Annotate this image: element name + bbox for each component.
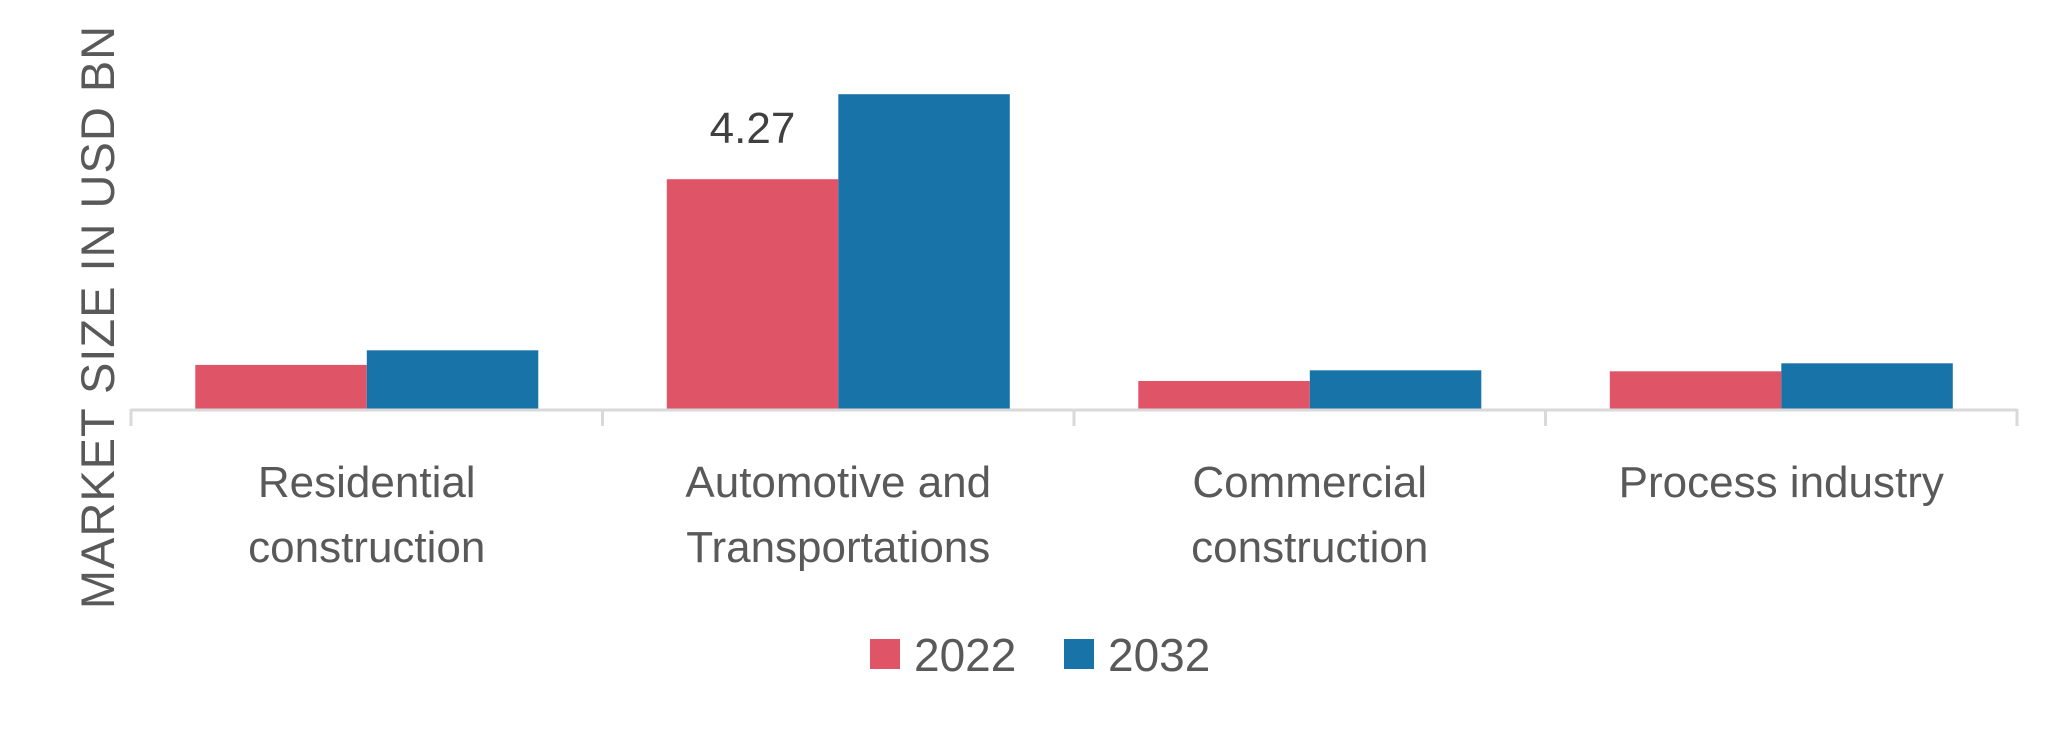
legend-swatch [870,639,900,669]
legend-swatch [1064,639,1094,669]
data-label-value: 4.27 [710,104,796,153]
category-label-2: Commercial construction [1191,458,1428,572]
x-axis [129,408,2019,426]
bar-2032-2 [1309,370,1482,409]
category-label-line: construction [1191,523,1428,572]
bar-2022-3 [1609,371,1782,409]
legend-label: 2032 [1108,629,1210,681]
bars-group [195,94,1953,409]
category-label-line: Commercial [1192,458,1427,507]
category-label-line: construction [248,523,485,572]
bar-2022-0 [195,364,367,409]
category-labels: Residential construction Automotive and Tra… [248,458,1944,572]
category-label-line: Automotive and [685,458,991,507]
category-label-0: Residential construction [248,458,485,572]
category-label-line: Process industry [1619,458,1944,507]
legend-item-2022: 2022 [870,629,1016,681]
y-axis-title: MARKET SIZE IN USD BN [71,25,124,609]
category-label-3: Process industry [1619,458,1944,507]
category-label-line: Transportations [686,523,990,572]
legend-label: 2022 [914,629,1016,681]
legend-item-2032: 2032 [1064,629,1210,681]
y-axis-label-group: MARKET SIZE IN USD BN [71,25,124,609]
category-label-line: Residential [258,458,476,507]
bar-2032-1 [838,94,1010,409]
bar-2032-0 [366,350,539,409]
bar-2022-2 [1138,381,1310,409]
category-label-1: Automotive and Transportations [685,458,991,572]
bar-2032-3 [1781,363,1953,409]
data-labels: 4.27 [710,104,796,153]
legend: 2022 2032 [870,629,1210,681]
bar-2022-1 [666,179,839,409]
